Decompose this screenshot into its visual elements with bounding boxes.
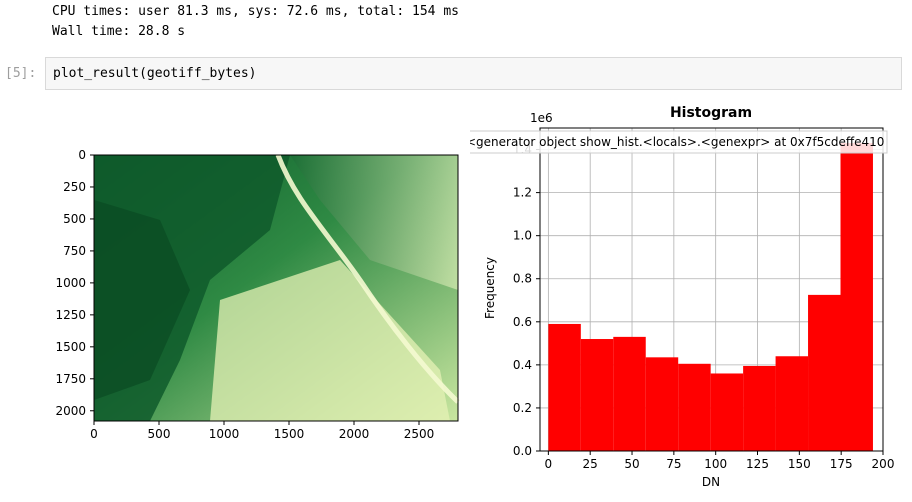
histogram-bar	[548, 323, 581, 451]
cell-prompt: [5]:	[5, 66, 37, 81]
raster-xtick-label: 1000	[209, 427, 240, 441]
raster-xtick-label: 2500	[404, 427, 435, 441]
raster-field-region	[290, 155, 458, 290]
raster-ytick-label: 0	[78, 148, 86, 162]
histogram-ytick-label: 0.6	[513, 315, 532, 329]
histogram-ytick-label: 0.2	[513, 401, 532, 415]
histogram-title: Histogram	[670, 105, 752, 121]
raster-ytick-label: 1000	[55, 276, 86, 290]
wall-time-output: Wall time: 28.8 s	[52, 24, 186, 39]
histogram-ytick-label: 0.0	[513, 444, 532, 458]
histogram-bar	[840, 143, 873, 451]
cell-code[interactable]: plot_result(geotiff_bytes)	[53, 66, 257, 81]
raster-xtick-label: 0	[90, 427, 98, 441]
histogram-xtick-label: 100	[704, 457, 727, 471]
histogram-bar	[645, 357, 679, 451]
raster-dark-region	[94, 200, 190, 400]
histogram-xtick-label: 75	[666, 457, 681, 471]
histogram-ytick-label: 1.2	[513, 186, 532, 200]
raster-ytick-label: 1500	[55, 340, 86, 354]
histogram-xlabel: DN	[702, 475, 720, 489]
histogram-xtick-label: 125	[746, 457, 769, 471]
histogram-xtick-label: 175	[830, 457, 853, 471]
histogram-bar	[808, 294, 841, 451]
code-cell[interactable]: plot_result(geotiff_bytes)	[45, 57, 902, 90]
histogram-plot: 0 25 50 75 100 125 150 175 200 0.0 0.2 0.4 0.6 0.8 1.0…	[470, 105, 895, 489]
raster-xtick-label: 1500	[274, 427, 305, 441]
raster-ytick-label: 2000	[55, 404, 86, 418]
histogram-bar	[710, 373, 744, 451]
histogram-xtick-label: 200	[872, 457, 895, 471]
raster-ytick-label: 500	[63, 212, 86, 226]
legend-box	[470, 130, 888, 154]
histogram-offset-label: 1e6	[530, 111, 553, 125]
raster-river	[275, 154, 460, 404]
raster-ytick-label: 1250	[55, 308, 86, 322]
cpu-times-output: CPU times: user 81.3 ms, sys: 72.6 ms, t…	[52, 4, 459, 19]
raster-urban-region	[210, 260, 450, 421]
histogram-bar	[580, 339, 614, 451]
histogram-bar	[743, 365, 776, 451]
raster-xtick-label: 500	[148, 427, 171, 441]
histogram-bar	[775, 356, 809, 451]
histogram-frame	[539, 127, 884, 452]
histogram-legend: <generator object show_hist.<locals>.<ge…	[470, 130, 888, 154]
raster-plot: 0 500 1000 1500 2000 2500 0 250 500 750 1000 1250 15…	[55, 148, 460, 441]
legend-label: <generator object show_hist.<locals>.<ge…	[470, 135, 884, 149]
histogram-ytick-label: 0.4	[513, 358, 532, 372]
histogram-ylabel: Frequency	[483, 257, 497, 319]
raster-ytick-label: 1750	[55, 372, 86, 386]
histogram-bar	[613, 336, 646, 451]
raster-xtick-label: 2000	[339, 427, 370, 441]
histogram-xtick-label: 25	[583, 457, 598, 471]
raster-frame	[93, 154, 459, 422]
raster-ytick-label: 250	[63, 180, 86, 194]
histogram-xtick-label: 150	[788, 457, 811, 471]
raster-ytick-label: 750	[63, 244, 86, 258]
histogram-xtick-label: 0	[545, 457, 553, 471]
histogram-ytick-label: 1.0	[513, 229, 532, 243]
histogram-xtick-label: 50	[624, 457, 639, 471]
histogram-bar	[678, 363, 711, 451]
histogram-ytick-label: 0.8	[513, 272, 532, 286]
